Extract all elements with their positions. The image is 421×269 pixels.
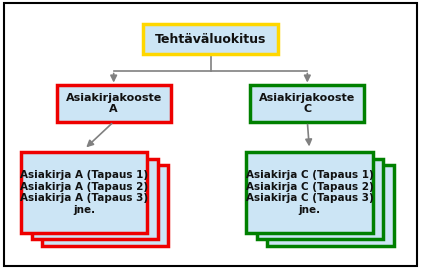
FancyBboxPatch shape bbox=[32, 159, 158, 239]
FancyBboxPatch shape bbox=[42, 165, 168, 246]
FancyBboxPatch shape bbox=[21, 152, 147, 233]
Text: Asiakirja A (Tapaus 1)
Asiakirja A (Tapaus 2)
Asiakirja A (Tapaus 3)
jne.: Asiakirja A (Tapaus 1) Asiakirja A (Tapa… bbox=[20, 170, 148, 215]
Text: Asiakirjakooste
A: Asiakirjakooste A bbox=[66, 93, 162, 114]
FancyBboxPatch shape bbox=[246, 152, 373, 233]
FancyBboxPatch shape bbox=[57, 86, 171, 122]
FancyBboxPatch shape bbox=[267, 165, 394, 246]
FancyBboxPatch shape bbox=[250, 86, 364, 122]
FancyBboxPatch shape bbox=[257, 159, 383, 239]
Text: Tehtäväluokitus: Tehtäväluokitus bbox=[155, 33, 266, 45]
Text: Asiakirja C (Tapaus 1)
Asiakirja C (Tapaus 2)
Asiakirja C (Tapaus 3)
jne.: Asiakirja C (Tapaus 1) Asiakirja C (Tapa… bbox=[245, 170, 373, 215]
FancyBboxPatch shape bbox=[143, 24, 278, 54]
Text: Asiakirjakooste
C: Asiakirjakooste C bbox=[259, 93, 355, 114]
